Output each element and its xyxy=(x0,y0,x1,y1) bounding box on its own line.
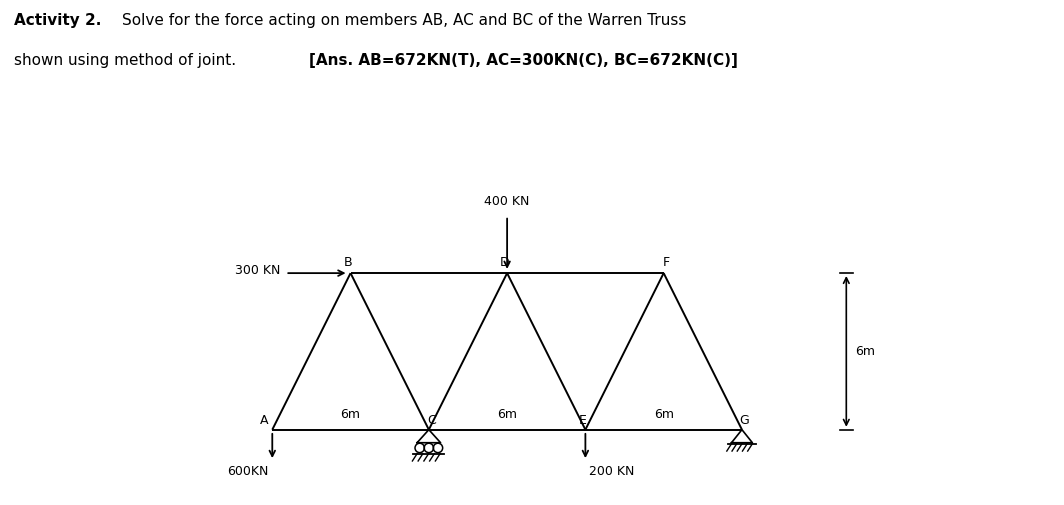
Text: [Ans. AB=672KN(T), AC=300KN(C), BC=672KN(C)]: [Ans. AB=672KN(T), AC=300KN(C), BC=672KN… xyxy=(309,53,737,68)
Text: D: D xyxy=(500,256,510,269)
Text: 300 KN: 300 KN xyxy=(235,264,280,277)
Text: Activity 2.: Activity 2. xyxy=(14,13,101,28)
Text: C: C xyxy=(428,414,436,427)
Text: B: B xyxy=(344,256,352,269)
Text: A: A xyxy=(261,414,269,427)
Text: 6m: 6m xyxy=(653,408,674,421)
Text: 6m: 6m xyxy=(855,345,876,358)
Text: 6m: 6m xyxy=(497,408,517,421)
Text: G: G xyxy=(739,414,749,427)
Text: shown using method of joint.: shown using method of joint. xyxy=(14,53,236,68)
Text: 400 KN: 400 KN xyxy=(484,195,530,208)
Text: 200 KN: 200 KN xyxy=(589,465,634,478)
Text: 600KN: 600KN xyxy=(227,465,268,478)
Text: Solve for the force acting on members AB, AC and BC of the Warren Truss: Solve for the force acting on members AB… xyxy=(122,13,686,28)
Text: F: F xyxy=(663,256,670,269)
Text: 6m: 6m xyxy=(340,408,361,421)
Text: E: E xyxy=(579,414,586,427)
